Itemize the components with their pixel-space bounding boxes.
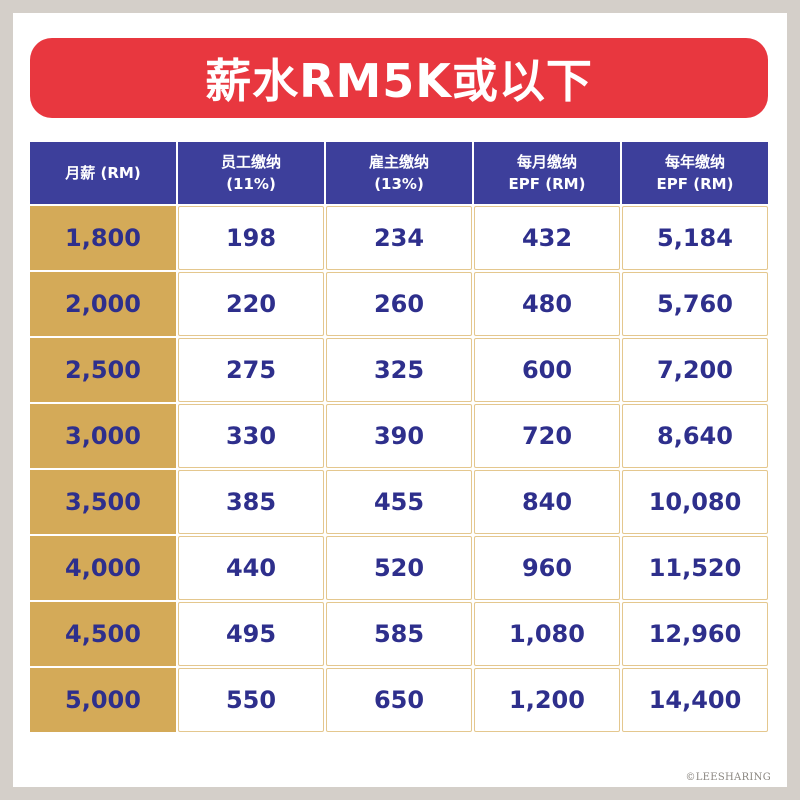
value-cell: 234 xyxy=(326,206,472,270)
column-header-line2: EPF (RM) xyxy=(508,175,586,193)
value-cell: 5,184 xyxy=(622,206,768,270)
table-row: 4,000 440 520 960 11,520 xyxy=(30,536,768,600)
table-row: 2,000 220 260 480 5,760 xyxy=(30,272,768,336)
title-banner: 薪水RM5K或以下 xyxy=(30,38,768,118)
page-title: 薪水RM5K或以下 xyxy=(205,54,593,108)
value-cell: 1,200 xyxy=(474,668,620,732)
value-cell: 220 xyxy=(178,272,324,336)
table-row: 3,000 330 390 720 8,640 xyxy=(30,404,768,468)
salary-cell: 3,000 xyxy=(30,404,176,468)
table-header-row: 月薪 (RM) 员工缴纳 (11%) 雇主缴纳 (13%) 每月缴纳 EPF (RM) 每年缴… xyxy=(30,142,768,204)
table-row: 5,000 550 650 1,200 14,400 xyxy=(30,668,768,732)
salary-cell: 4,000 xyxy=(30,536,176,600)
value-cell: 840 xyxy=(474,470,620,534)
column-header: 每月缴纳 EPF (RM) xyxy=(474,142,620,204)
table-body: 1,800 198 234 432 5,184 2,000 220 260 480 5,760 2,… xyxy=(30,206,768,732)
table-row: 2,500 275 325 600 7,200 xyxy=(30,338,768,402)
value-cell: 960 xyxy=(474,536,620,600)
column-header: 雇主缴纳 (13%) xyxy=(326,142,472,204)
value-cell: 550 xyxy=(178,668,324,732)
salary-cell: 3,500 xyxy=(30,470,176,534)
value-cell: 585 xyxy=(326,602,472,666)
column-header: 每年缴纳 EPF (RM) xyxy=(622,142,768,204)
value-cell: 260 xyxy=(326,272,472,336)
column-header-line1: 雇主缴纳 xyxy=(368,153,429,171)
value-cell: 198 xyxy=(178,206,324,270)
column-header-line1: 员工缴纳 xyxy=(220,153,281,171)
column-header: 员工缴纳 (11%) xyxy=(178,142,324,204)
salary-cell: 4,500 xyxy=(30,602,176,666)
value-cell: 432 xyxy=(474,206,620,270)
value-cell: 330 xyxy=(178,404,324,468)
salary-cell: 2,500 xyxy=(30,338,176,402)
value-cell: 385 xyxy=(178,470,324,534)
value-cell: 5,760 xyxy=(622,272,768,336)
value-cell: 325 xyxy=(326,338,472,402)
salary-cell: 5,000 xyxy=(30,668,176,732)
column-header-line1: 月薪 (RM) xyxy=(65,164,141,182)
column-header-line1: 每年缴纳 xyxy=(664,153,725,171)
value-cell: 720 xyxy=(474,404,620,468)
value-cell: 520 xyxy=(326,536,472,600)
value-cell: 10,080 xyxy=(622,470,768,534)
value-cell: 7,200 xyxy=(622,338,768,402)
column-header-line1: 每月缴纳 xyxy=(516,153,577,171)
epf-contribution-table: 月薪 (RM) 员工缴纳 (11%) 雇主缴纳 (13%) 每月缴纳 EPF (RM) 每年缴… xyxy=(28,140,770,734)
value-cell: 11,520 xyxy=(622,536,768,600)
value-cell: 1,080 xyxy=(474,602,620,666)
table-row: 4,500 495 585 1,080 12,960 xyxy=(30,602,768,666)
value-cell: 650 xyxy=(326,668,472,732)
value-cell: 600 xyxy=(474,338,620,402)
value-cell: 8,640 xyxy=(622,404,768,468)
table-row: 1,800 198 234 432 5,184 xyxy=(30,206,768,270)
salary-cell: 2,000 xyxy=(30,272,176,336)
value-cell: 275 xyxy=(178,338,324,402)
value-cell: 390 xyxy=(326,404,472,468)
table-row: 3,500 385 455 840 10,080 xyxy=(30,470,768,534)
value-cell: 440 xyxy=(178,536,324,600)
salary-cell: 1,800 xyxy=(30,206,176,270)
value-cell: 12,960 xyxy=(622,602,768,666)
infographic-card: 薪水RM5K或以下 月薪 (RM) 员工缴纳 (11%) 雇主缴纳 (13%) 每月缴纳 E… xyxy=(13,13,787,787)
column-header-line2: (11%) xyxy=(226,175,276,193)
column-header: 月薪 (RM) xyxy=(30,142,176,204)
column-header-line2: (13%) xyxy=(374,175,424,193)
watermark: ©LEESHARING xyxy=(685,772,771,783)
value-cell: 480 xyxy=(474,272,620,336)
value-cell: 495 xyxy=(178,602,324,666)
value-cell: 455 xyxy=(326,470,472,534)
column-header-line2: EPF (RM) xyxy=(656,175,734,193)
value-cell: 14,400 xyxy=(622,668,768,732)
